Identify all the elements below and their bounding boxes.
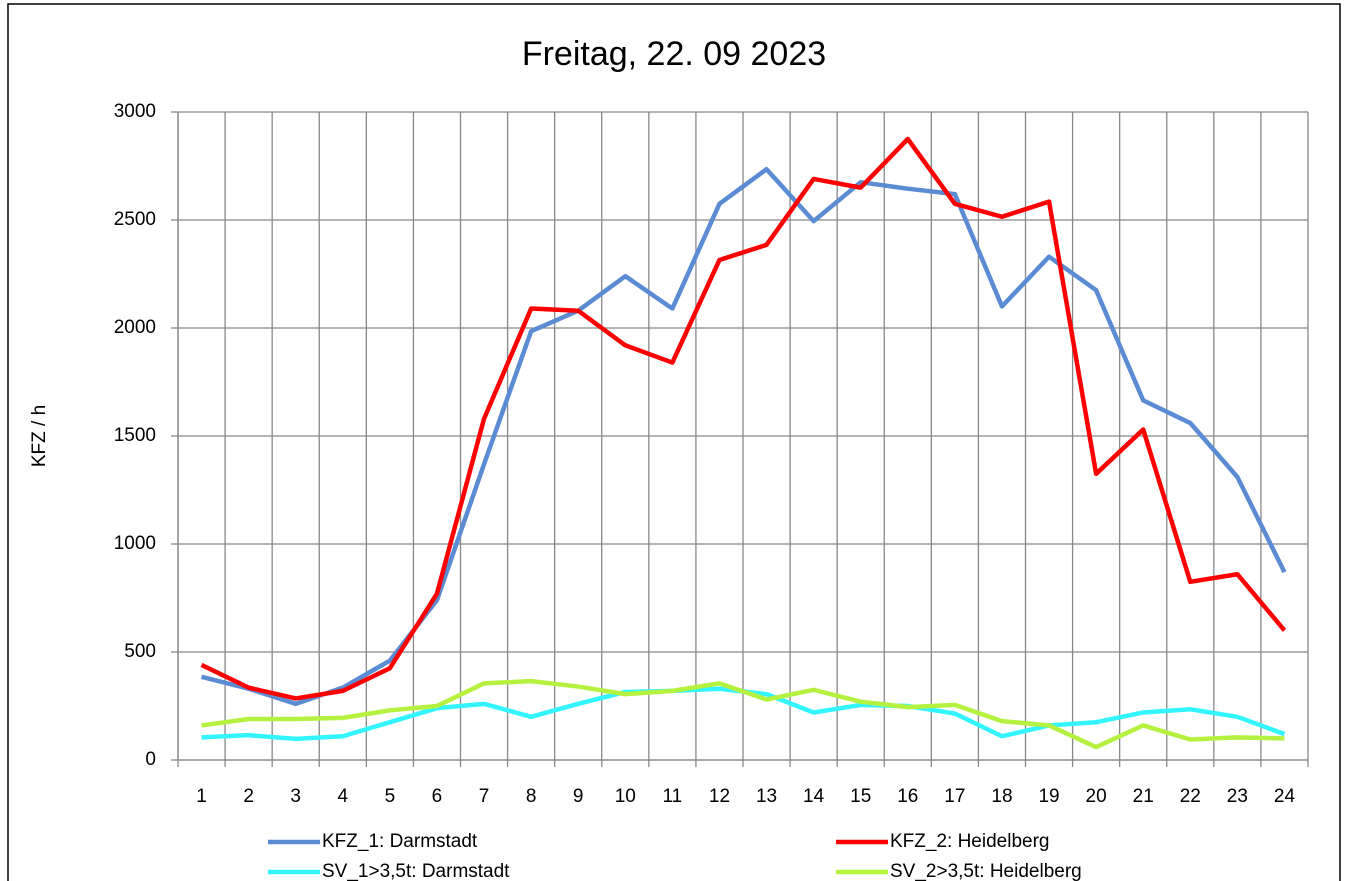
x-tick-label: 2 (243, 786, 254, 807)
x-tick-label: 19 (1038, 786, 1059, 807)
chart-title: Freitag, 22. 09 2023 (522, 35, 826, 73)
legend-label: KFZ_1: Darmstadt (322, 831, 478, 852)
x-tick-label: 12 (709, 786, 730, 807)
x-tick-label: 21 (1133, 786, 1154, 807)
x-tick-label: 10 (615, 786, 636, 807)
x-tick-label: 11 (663, 786, 683, 807)
series-line (201, 678, 1285, 750)
y-tick-label: 3000 (114, 101, 156, 122)
x-tick-label: 8 (526, 786, 537, 807)
legend-label: KFZ_2: Heidelberg (890, 831, 1049, 852)
x-tick-label: 5 (385, 786, 396, 807)
chart-border (7, 3, 1341, 881)
x-tick-label: 4 (338, 786, 349, 807)
x-tick-label: 1 (196, 786, 207, 807)
x-tick-label: 18 (991, 786, 1012, 807)
x-tick-label: 23 (1227, 786, 1248, 807)
legend-label: SV_1>3,5t: Darmstadt (322, 861, 510, 881)
x-tick-label: 6 (432, 786, 443, 807)
y-axis-label: KFZ / h (29, 405, 50, 467)
y-tick-label: 500 (124, 641, 156, 662)
x-tick-label: 24 (1274, 786, 1296, 807)
y-tick-label: 0 (145, 749, 156, 770)
x-tick-label: 7 (479, 786, 490, 807)
x-tick-label: 22 (1180, 786, 1201, 807)
x-tick-label: 17 (944, 786, 965, 807)
x-tick-label: 15 (850, 786, 871, 807)
legend-label: SV_2>3,5t: Heidelberg (890, 861, 1082, 881)
x-tick-label: 3 (290, 786, 301, 807)
x-tick-label: 14 (803, 786, 825, 807)
x-tick-label: 16 (897, 786, 918, 807)
y-tick-label: 2500 (114, 209, 156, 230)
x-tick-label: 9 (573, 786, 584, 807)
x-tick-label: 20 (1086, 786, 1107, 807)
x-tick-label: 13 (756, 786, 777, 807)
series-line (200, 136, 1287, 701)
y-tick-label: 2000 (114, 317, 156, 338)
y-tick-label: 1500 (114, 425, 156, 446)
series-line (200, 166, 1287, 707)
y-tick-label: 1000 (114, 533, 156, 554)
